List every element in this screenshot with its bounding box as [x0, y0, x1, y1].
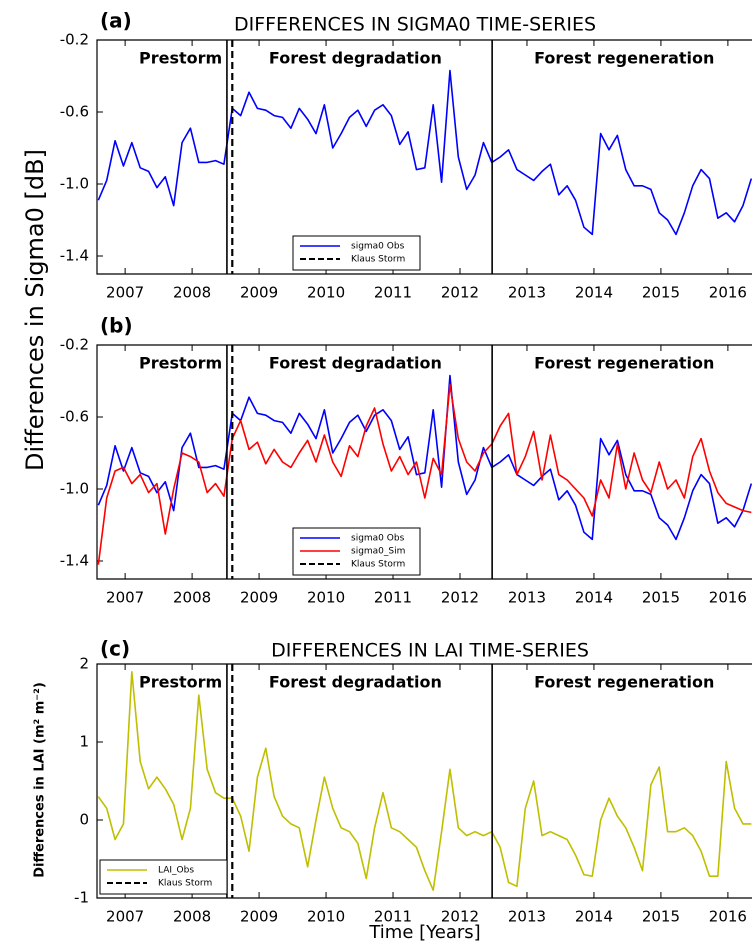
region-label: Forest degradation: [269, 49, 442, 68]
y-tick-label: -1.0: [60, 480, 89, 498]
x-tick-label: 2007: [106, 589, 144, 607]
legend-label: sigma0 Obs: [351, 534, 405, 544]
y-axis-label: Differences in LAI (m² m⁻²): [33, 682, 48, 878]
x-tick-label: 2008: [173, 284, 211, 302]
x-tick-label: 2013: [508, 589, 546, 607]
x-tick-label: 2008: [173, 589, 211, 607]
region-label: Forest regeneration: [534, 49, 714, 68]
region-label: Prestorm: [139, 49, 222, 68]
axes-frame: [96, 344, 752, 580]
region-label: Prestorm: [139, 354, 222, 373]
x-tick-label: 2016: [709, 284, 747, 302]
region-label: Forest degradation: [269, 354, 442, 373]
x-tick-label: 2007: [106, 908, 144, 926]
x-tick-label: 2013: [508, 284, 546, 302]
legend-box: [292, 235, 421, 271]
x-tick-label: 2007: [106, 284, 144, 302]
y-tick-label: 0: [79, 811, 89, 829]
axes-frame: [96, 663, 752, 899]
data-line: [97, 383, 752, 565]
y-tick-label: 1: [79, 733, 89, 751]
x-tick-label: 2011: [374, 284, 412, 302]
panel-title: DIFFERENCES IN LAI TIME-SERIES: [271, 640, 589, 662]
x-tick-label: 2011: [374, 908, 412, 926]
x-tick-label: 2012: [441, 589, 479, 607]
axes-frame: [96, 39, 752, 275]
y-tick-label: -1: [74, 889, 89, 907]
y-tick-label: 2: [79, 655, 89, 673]
x-tick-label: 2012: [441, 284, 479, 302]
y-tick-label: -1.0: [60, 175, 89, 193]
data-line: [97, 69, 752, 236]
region-label: Forest regeneration: [534, 354, 714, 373]
x-tick-label: 2016: [709, 589, 747, 607]
legend-label: sigma0 Obs: [351, 242, 405, 252]
x-tick-label: 2008: [173, 908, 211, 926]
plot-area: [97, 671, 752, 891]
y-tick-label: -1.4: [60, 552, 89, 570]
plot-area: [97, 69, 752, 236]
y-tick-label: -0.6: [60, 103, 89, 121]
y-tick-label: -0.6: [60, 408, 89, 426]
x-tick-label: 2015: [642, 908, 680, 926]
legend-label: sigma0_Sim: [351, 547, 405, 557]
x-tick-label: 2011: [374, 589, 412, 607]
panel-label: (a): [100, 9, 132, 33]
x-tick-label: 2012: [441, 908, 479, 926]
x-axis-label: Time [Years]: [368, 922, 480, 943]
x-tick-label: 2016: [709, 908, 747, 926]
x-tick-label: 2015: [642, 284, 680, 302]
legend-label: Klaus Storm: [351, 560, 405, 570]
x-tick-label: 2014: [575, 589, 613, 607]
panel-title: DIFFERENCES IN SIGMA0 TIME-SERIES: [234, 14, 596, 36]
legend-label: Klaus Storm: [158, 879, 212, 889]
region-label: Forest degradation: [269, 673, 442, 692]
data-line: [97, 374, 752, 541]
x-tick-label: 2015: [642, 589, 680, 607]
x-tick-label: 2009: [240, 284, 278, 302]
y-tick-label: -0.2: [60, 31, 89, 49]
x-tick-label: 2014: [575, 908, 613, 926]
legend-box: [99, 859, 228, 895]
x-tick-label: 2014: [575, 284, 613, 302]
y-tick-label: -0.2: [60, 336, 89, 354]
region-label: Prestorm: [139, 673, 222, 692]
x-tick-label: 2010: [307, 284, 345, 302]
legend-label: LAI_Obs: [158, 866, 194, 876]
x-tick-label: 2013: [508, 908, 546, 926]
legend-label: Klaus Storm: [351, 255, 405, 265]
x-tick-label: 2010: [307, 589, 345, 607]
x-tick-label: 2009: [240, 589, 278, 607]
panel-label: (c): [100, 637, 130, 661]
region-label: Forest regeneration: [534, 673, 714, 692]
y-axis-label: Differences in Sigma0 [dB]: [21, 149, 49, 471]
y-tick-label: -1.4: [60, 247, 89, 265]
panel-label: (b): [100, 314, 133, 338]
data-line: [97, 671, 752, 891]
x-tick-label: 2010: [307, 908, 345, 926]
plot-area: [97, 374, 752, 565]
x-tick-label: 2009: [240, 908, 278, 926]
